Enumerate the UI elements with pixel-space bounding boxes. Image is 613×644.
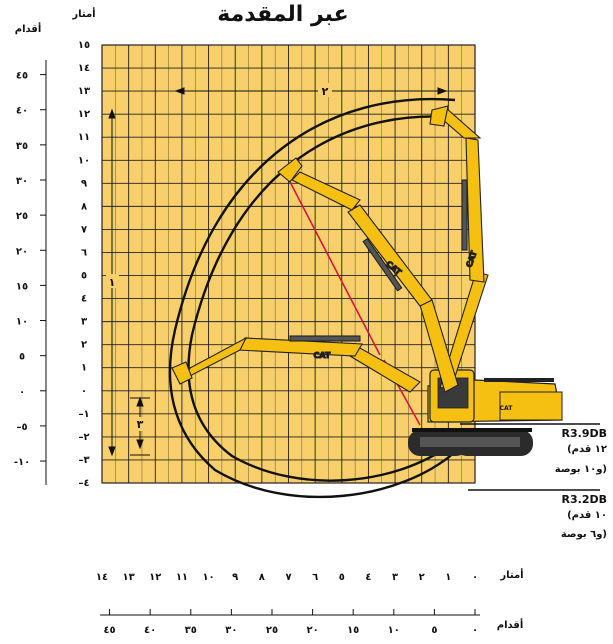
y-meters-tick-label: ١٤ [78, 63, 90, 74]
meters-bottom-label: أمتار [499, 568, 523, 581]
boom-diagonal: CAT [277, 157, 459, 393]
x-meters-tick-label: ٢ [419, 572, 425, 583]
y-feet-tick-label: ١٥ [16, 281, 28, 292]
x-meters-tick-label: ١١ [176, 572, 188, 583]
y-meters-tick-label: –٢ [78, 432, 89, 443]
vertical-height-label-bg [106, 274, 119, 288]
x-meters-tick-label: ١٤ [96, 572, 108, 583]
envelope-inner [187, 115, 451, 482]
y-meters-tick-label: ٤ [81, 294, 87, 305]
x-meters-tick-label: ٥ [339, 572, 345, 583]
envelope-outer [168, 97, 456, 499]
x-meters-tick-label: ٠ [472, 572, 478, 583]
x-meters-tick-label: ١٣ [123, 572, 135, 583]
y-feet-tick-label: –٥ [16, 422, 27, 433]
x-meters-tick-label: ١٠ [202, 572, 214, 583]
y-feet-tick-label: ٤٠ [16, 106, 28, 117]
x-feet-tick-label: ٢٠ [306, 625, 318, 636]
x-feet-tick-label: ٤٥ [103, 625, 115, 636]
depth-label: ٣ [137, 418, 144, 431]
y-meters-tick-label: ١ [81, 363, 87, 374]
x-meters-tick-label: ١٢ [149, 572, 161, 583]
boom-horizontal: CAT [171, 335, 421, 393]
horizontal-reach-label: ٢ [322, 85, 329, 98]
legend-model-r39: R3.9DB [562, 427, 607, 440]
y-meters-tick-label: ٠ [81, 386, 87, 397]
legend: R3.9DB (١٢ قدم و١٠ بوصة) R3.2DB (١٠ قدم … [460, 423, 607, 540]
meters-header: أمتار [71, 7, 95, 20]
x-meters-tick-label: ٤ [365, 572, 371, 583]
y-feet-tick-label: ٠ [19, 387, 25, 398]
railing [484, 378, 554, 382]
track-rollers [420, 437, 520, 447]
x-feet-ticks: ٠ ٥ ١٠ ١٥ ٢٠ ٢٥ ٣٠ ٣٥ ٤٠ ٤٥ [103, 609, 478, 636]
y-feet-tick-label: ٥ [19, 352, 25, 363]
x-feet-tick-label: ٠ [472, 625, 478, 636]
y-meters-tick-label: ٢ [81, 340, 87, 351]
x-feet-tick-label: ١٠ [388, 625, 400, 636]
vertical-height-label: ١ [109, 276, 116, 289]
y-meters-tick-label: –٤ [78, 478, 89, 489]
horizontal-reach-label-bg [318, 83, 332, 97]
y-meters-tick-label: ١٢ [78, 109, 90, 120]
x-meters-tick-label: ٩ [232, 572, 238, 583]
y-meters-tick-label: ٣ [81, 317, 87, 328]
boom-vertical: CAT [429, 105, 489, 389]
x-feet-tick-label: ٣٥ [185, 625, 197, 636]
counterweight [499, 391, 563, 421]
depth-label-bg [134, 417, 147, 431]
y-feet-tick-label: ٣٠ [16, 176, 28, 187]
horizontal-reach-dimension [174, 87, 448, 95]
y-meters-tick-label: ١١ [78, 132, 90, 143]
x-meters-tick-label: ٣ [392, 572, 398, 583]
y-feet-tick-label: ٤٥ [16, 71, 28, 82]
x-meters-tick-label: ٧ [285, 572, 291, 583]
track-shoe [412, 428, 532, 432]
y-feet-tick-label: ٢٥ [16, 211, 28, 222]
x-feet-tick-label: ٣٠ [225, 625, 237, 636]
legend-model-r32: R3.2DB [562, 493, 607, 506]
x-feet-tick-label: ١٥ [347, 625, 359, 636]
y-meters-tick-label: –١ [78, 409, 89, 420]
y-meters-tick-label: ٦ [81, 247, 87, 258]
x-meters-tick-label: ٦ [312, 572, 318, 583]
x-feet-tick-label: ٤٠ [144, 625, 156, 636]
legend-line2-r39: و١٠ بوصة) [555, 464, 607, 475]
x-meters-tick-label: ١ [445, 572, 451, 583]
y-meters-tick-label: ١٠ [78, 155, 90, 166]
feet-header: أقدام [15, 22, 42, 35]
cab-brand-mark: CAT [500, 405, 514, 412]
legend-line1-r32: (١٠ قدم [567, 510, 607, 521]
y-meters-tick-label: –٣ [78, 455, 89, 466]
y-feet-tick-label: ٢٠ [16, 246, 28, 257]
legend-line1-r39: (١٢ قدم [567, 444, 607, 455]
boom-horizontal-brand-mark: CAT [314, 351, 331, 360]
x-feet-tick-label: ٢٥ [266, 625, 278, 636]
y-feet-tick-label: ١٠ [16, 317, 28, 328]
y-meters-tick-label: ١٥ [78, 40, 90, 51]
reach-line-upper [288, 179, 381, 356]
y-meters-tick-label: ٧ [81, 224, 87, 235]
y-meters-tick-label: ٨ [81, 201, 87, 212]
excavator-machine: CAT [408, 369, 563, 456]
y-meters-tick-label: ٥ [81, 271, 87, 282]
y-meters-tick-label: ١٣ [78, 86, 90, 97]
legend-line2-r32: و٦ بوصة) [561, 529, 607, 540]
x-meters-tick-label: ٨ [259, 572, 265, 583]
y-feet-ticks: ٤٥ ٤٠ ٣٥ ٣٠ ٢٥ ٢٠ ١٥ ١٠ ٥ ٠ –٥ -١٠ [14, 71, 46, 468]
y-meters-tick-label: ٩ [81, 178, 87, 189]
x-feet-tick-label: ٥ [431, 625, 437, 636]
y-feet-tick-label: ٣٥ [16, 141, 28, 152]
y-feet-tick-label: -١٠ [14, 457, 30, 468]
feet-bottom-label: أقدام [497, 618, 524, 631]
page-title: عبر المقدمة [217, 2, 349, 27]
